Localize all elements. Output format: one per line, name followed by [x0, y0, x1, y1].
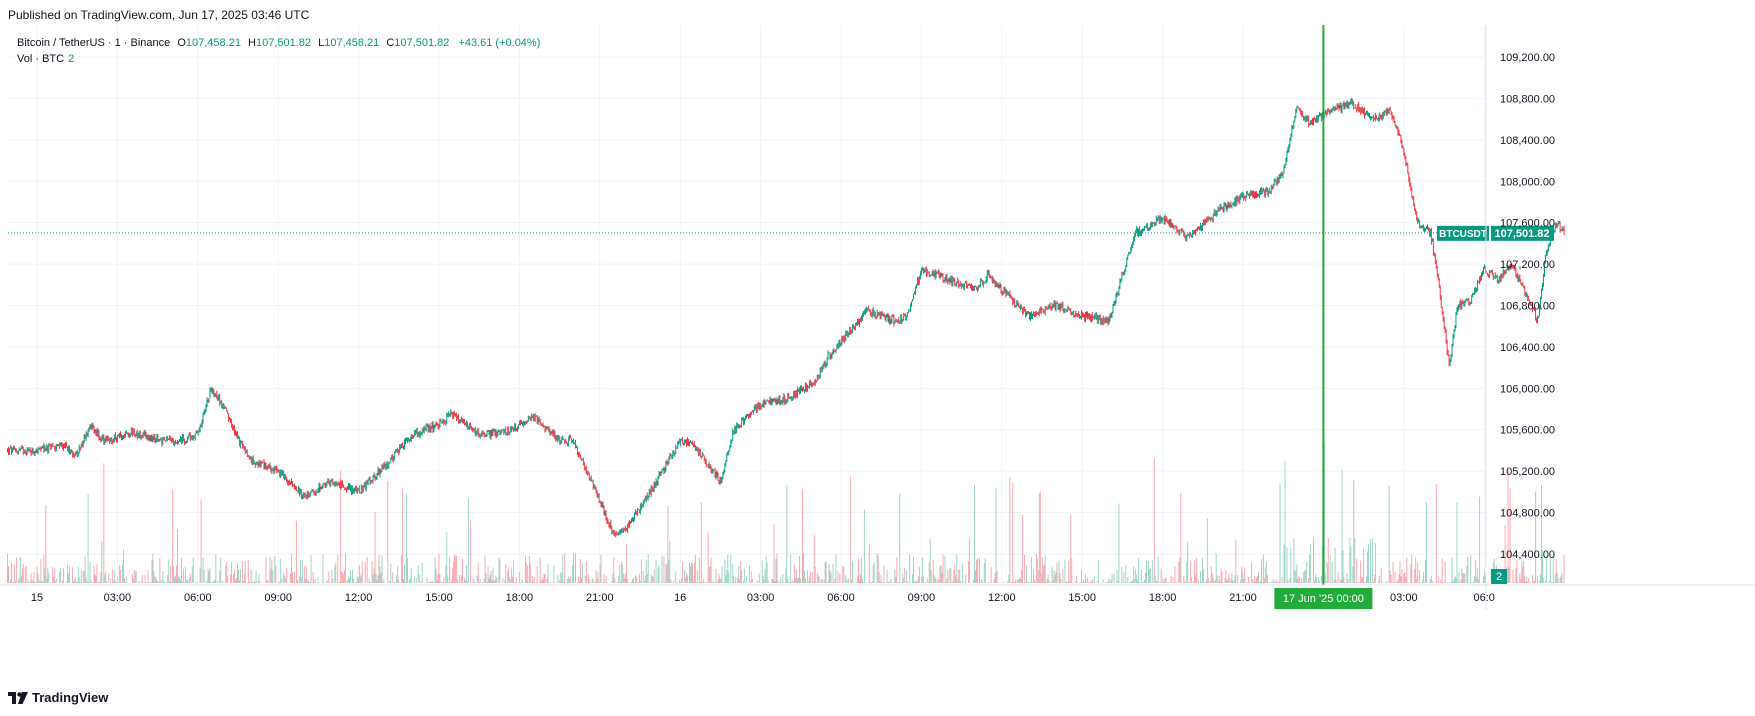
x-tick-label: 16 [674, 592, 686, 604]
x-tick-label: 15:00 [1068, 592, 1096, 604]
x-tick-label: 03:00 [1390, 592, 1418, 604]
y-tick-label: 105,200.00 [1500, 466, 1555, 478]
y-tick-label: 105,600.00 [1500, 425, 1555, 437]
last-price-tag [1491, 225, 1554, 241]
volume-tag [1491, 569, 1507, 584]
published-header: Published on TradingView.com, Jun 17, 20… [8, 8, 310, 22]
symbol-tag [1437, 225, 1489, 241]
axes: 104,400.00 104,800.00 105,200.00 105,600.00… [0, 25, 1755, 610]
legend-open: 107,458.21 [185, 37, 241, 49]
y-tick-label: 106,800.00 [1500, 301, 1555, 313]
tradingview-footer[interactable]: TradingView [8, 690, 108, 705]
overlays: 17 Jun '25 00:00 BTCUSDT 107,501.82 2 [8, 25, 1554, 609]
y-tick-label: 106,000.00 [1500, 383, 1555, 395]
x-tick-label: 18:00 [1149, 592, 1177, 604]
chart-legend: Bitcoin / TetherUS · 1 · Binance O107,45… [17, 35, 540, 67]
x-tick-label: 03:00 [747, 592, 775, 604]
x-tick-label: 06:00 [184, 592, 212, 604]
volume-tag-label: 2 [1496, 571, 1502, 583]
chart-frame[interactable]: 17 Jun '25 00:00 BTCUSDT 107,501.82 2 104,4… [0, 25, 1755, 685]
y-tick-label: 108,400.00 [1500, 135, 1555, 147]
x-tick-label: 09:00 [908, 592, 936, 604]
x-tick-label: 21:00 [586, 592, 614, 604]
y-tick-label: 109,200.00 [1500, 52, 1555, 64]
y-tick-label: 108,800.00 [1500, 93, 1555, 105]
x-tick-label: 15 [31, 592, 43, 604]
legend-close: 107,501.82 [394, 37, 450, 49]
grid [8, 26, 1486, 585]
x-tick-label: 12:00 [988, 592, 1016, 604]
x-tick-label: 21:00 [1229, 592, 1257, 604]
x-tick-label: 12:00 [345, 592, 373, 604]
y-tick-label: 108,000.00 [1500, 176, 1555, 188]
candlestick-chart[interactable]: 17 Jun '25 00:00 BTCUSDT 107,501.82 2 104,4… [0, 25, 1755, 685]
x-tick-label: 09:00 [264, 592, 292, 604]
legend-volume-label[interactable]: Vol · BTC [17, 53, 65, 65]
x-tick-label: 06:00 [827, 592, 855, 604]
legend-change: +43.61 (+0.04%) [458, 37, 541, 49]
candles [7, 97, 1565, 538]
legend-close-label: C [386, 37, 395, 49]
legend-symbol[interactable]: Bitcoin / TetherUS · 1 · Binance [17, 37, 171, 49]
legend-open-label: O [177, 37, 186, 49]
x-tick-label: 15:00 [425, 592, 453, 604]
last-price-label: 107,501.82 [1494, 228, 1549, 240]
y-tick-label: 104,400.00 [1500, 549, 1555, 561]
legend-high-label: H [248, 37, 256, 49]
legend-volume-value: 2 [68, 53, 75, 65]
crosshair-time-tag [1274, 588, 1373, 609]
x-tick-label: 06:0 [1473, 592, 1494, 604]
legend-low-label: L [318, 37, 325, 49]
y-tick-label: 107,200.00 [1500, 259, 1555, 271]
y-tick-label: 106,400.00 [1500, 342, 1555, 354]
x-tick-label: 18:00 [506, 592, 534, 604]
x-tick-label: 03:00 [104, 592, 132, 604]
y-tick-label: 107,600.00 [1500, 218, 1555, 230]
symbol-tag-label: BTCUSDT [1439, 229, 1487, 240]
y-tick-label: 104,800.00 [1500, 508, 1555, 520]
tradingview-logo-icon [8, 691, 28, 704]
legend-volume-row: Vol · BTC 2 [17, 51, 540, 67]
legend-high: 107,501.82 [255, 37, 312, 49]
legend-ohlc-row: Bitcoin / TetherUS · 1 · Binance O107,45… [17, 35, 540, 51]
crosshair-time-label: 17 Jun '25 00:00 [1283, 593, 1364, 605]
brand-name: TradingView [32, 690, 109, 705]
legend-low: 107,458.21 [324, 37, 380, 49]
